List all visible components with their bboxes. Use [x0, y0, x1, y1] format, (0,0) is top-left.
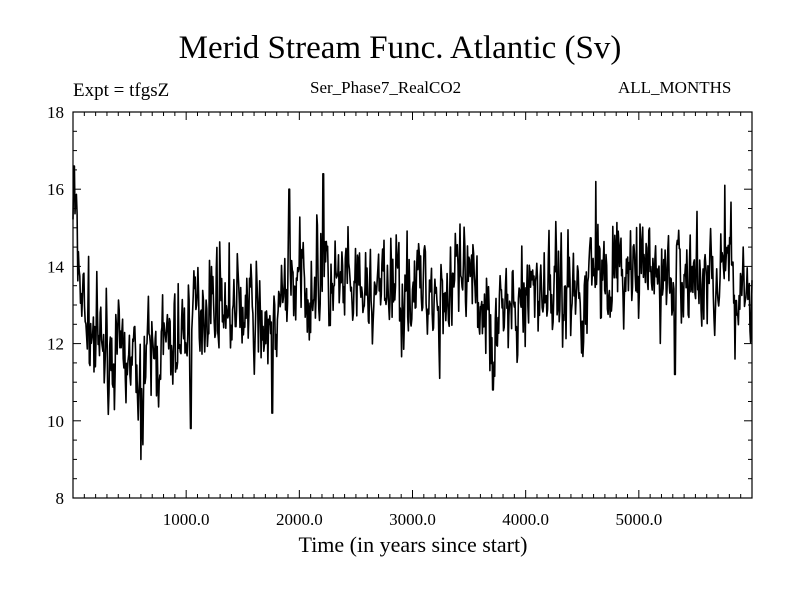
y-tick-label: 16: [47, 180, 64, 199]
x-axis-label: Time (in years since start): [298, 532, 528, 557]
tick-label-layer: 8 10 12 14 16 18 1000.0 2000.0 3000.0 4000.0 5000.…: [47, 103, 662, 529]
series-layer: [72, 165, 753, 461]
y-tick-label: 18: [47, 103, 64, 122]
y-tick-label: 8: [56, 489, 65, 508]
chart-title: Merid Stream Func. Atlantic (Sv): [178, 30, 622, 66]
tick-layer: [73, 111, 752, 499]
months-label: ALL_MONTHS: [618, 78, 732, 97]
x-tick-label: 3000.0: [389, 510, 436, 529]
y-tick-label: 14: [47, 257, 65, 276]
y-tick-label: 12: [47, 335, 64, 354]
plot-frame: [72, 111, 753, 499]
series-name-label: Ser_Phase7_RealCO2: [310, 78, 462, 97]
x-tick-label: 5000.0: [615, 510, 662, 529]
x-tick-label: 2000.0: [276, 510, 323, 529]
x-tick-label: 1000.0: [163, 510, 210, 529]
experiment-label: Expt = tfgsZ: [73, 80, 170, 101]
x-tick-label: 4000.0: [502, 510, 549, 529]
series-line: [72, 165, 753, 461]
y-tick-label: 10: [47, 412, 64, 431]
